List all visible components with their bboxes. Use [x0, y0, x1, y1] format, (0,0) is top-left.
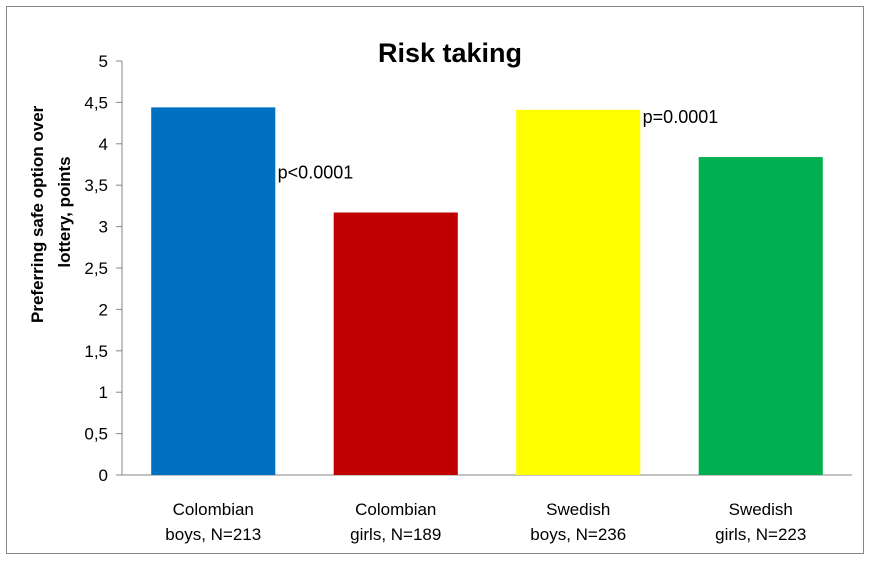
x-tick-label: Swedish	[546, 500, 610, 519]
y-tick-label: 4,5	[84, 93, 108, 112]
x-tick-label: boys, N=213	[165, 525, 261, 544]
annotations: p<0.0001 p=0.0001	[278, 107, 719, 182]
y-tick-label: 1	[99, 383, 108, 402]
y-tick-label: 5	[99, 52, 108, 71]
y-tick-label: 3	[99, 218, 108, 237]
x-tick-label: Swedish	[729, 500, 793, 519]
bars	[151, 107, 823, 476]
y-tick-label: 1,5	[84, 342, 108, 361]
x-tick-label: Colombian	[355, 500, 436, 519]
y-axis-label-line-1: Preferring safe option over	[28, 105, 47, 323]
y-axis-label: Preferring safe option over lottery, poi…	[28, 101, 74, 323]
y-tick-label: 0	[99, 466, 108, 485]
x-tick-label: girls, N=189	[350, 525, 441, 544]
y-tick-label: 2,5	[84, 259, 108, 278]
y-tick-label: 0,5	[84, 425, 108, 444]
chart-title: Risk taking	[378, 38, 522, 68]
bar	[516, 109, 641, 476]
y-axis: 0 0,5 1 1,5 2 2,5 3 3,5 4 4,5 5	[84, 52, 852, 485]
y-tick-label: 4	[99, 135, 108, 154]
p-value-annotation: p=0.0001	[643, 107, 719, 127]
y-axis-label-line-2: lottery, points	[55, 156, 74, 267]
bar	[698, 157, 823, 475]
x-tick-label: boys, N=236	[530, 525, 626, 544]
y-tick-label: 3,5	[84, 176, 108, 195]
y-tick-label: 2	[99, 300, 108, 319]
bar	[333, 212, 458, 476]
x-tick-label: girls, N=223	[715, 525, 806, 544]
x-axis-labels: Colombian boys, N=213 Colombian girls, N=18…	[165, 500, 806, 544]
x-tick-label: Colombian	[173, 500, 254, 519]
bar	[151, 107, 276, 476]
p-value-annotation: p<0.0001	[278, 163, 354, 183]
